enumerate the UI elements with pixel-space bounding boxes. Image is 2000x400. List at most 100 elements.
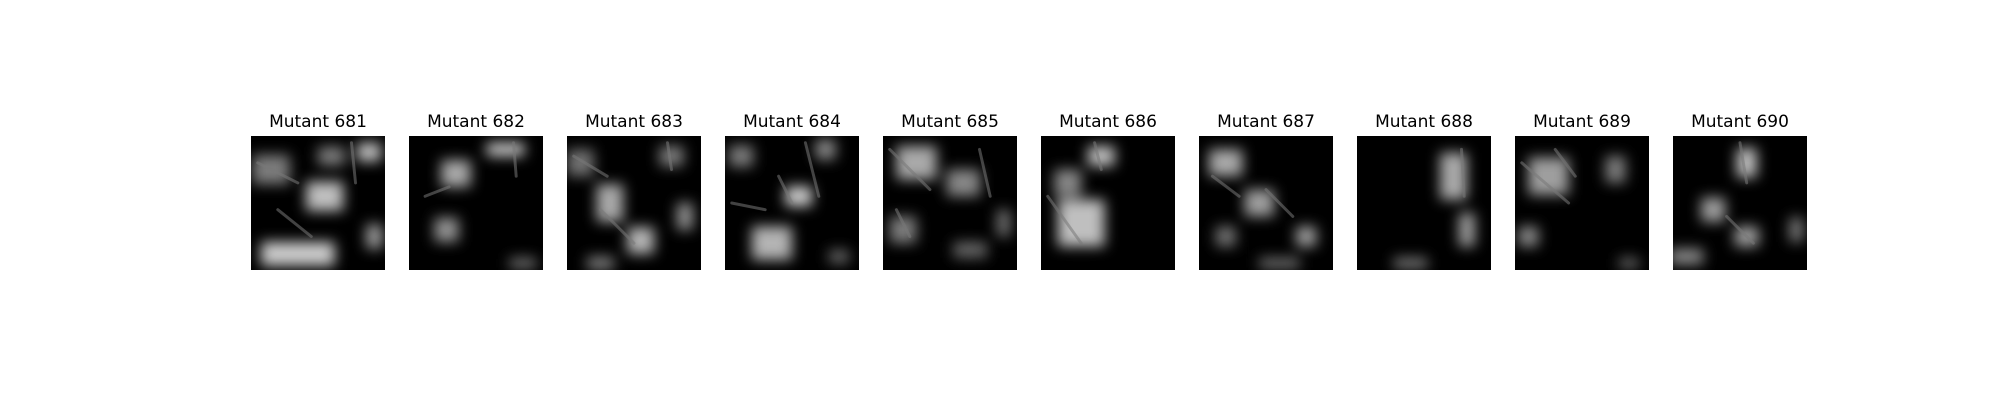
- mutant-image: [1515, 136, 1649, 270]
- texture-streak: [572, 154, 609, 178]
- texture-streak: [1553, 147, 1577, 178]
- texture-streak: [666, 141, 673, 171]
- bright-region: [1701, 197, 1726, 222]
- panel-title: Mutant 685: [901, 112, 999, 132]
- bright-region: [509, 257, 537, 269]
- bright-region: [441, 160, 471, 187]
- bright-region: [1518, 226, 1539, 247]
- mutant-image-svg: [1673, 136, 1807, 270]
- mutant-image: [409, 136, 543, 270]
- mutant-image: [1199, 136, 1333, 270]
- texture-streak: [1460, 147, 1466, 198]
- mutant-panel: Mutant 685: [883, 112, 1017, 272]
- mutant-image-svg: [1041, 136, 1175, 270]
- bright-region: [596, 184, 624, 222]
- mutant-image: [883, 136, 1017, 270]
- mutant-image: [1357, 136, 1491, 270]
- bright-region: [1618, 257, 1639, 269]
- bright-region: [1054, 169, 1082, 197]
- bright-region: [996, 209, 1011, 237]
- panel-title: Mutant 682: [427, 112, 525, 132]
- mutant-image-svg: [1515, 136, 1649, 270]
- bright-region: [729, 145, 754, 167]
- mutant-image-svg: [1357, 136, 1491, 270]
- texture-streak: [276, 208, 313, 238]
- bright-region: [1789, 217, 1803, 242]
- bright-region: [305, 181, 344, 212]
- panel-title: Mutant 690: [1691, 112, 1789, 132]
- bright-region: [1057, 199, 1105, 247]
- bright-region: [356, 142, 381, 162]
- panel-title: Mutant 686: [1059, 112, 1157, 132]
- bright-region: [946, 169, 981, 197]
- bright-region: [1259, 257, 1300, 269]
- panel-title: Mutant 688: [1375, 112, 1473, 132]
- texture-streak: [777, 174, 794, 205]
- texture-streak: [803, 141, 821, 198]
- mutant-panel: Mutant 690: [1673, 112, 1807, 272]
- panel-title: Mutant 683: [585, 112, 683, 132]
- texture-streak: [1210, 174, 1241, 198]
- bright-region: [366, 224, 383, 249]
- texture-streak: [423, 185, 451, 198]
- mutant-panel: Mutant 684: [725, 112, 859, 272]
- bright-region: [318, 146, 345, 166]
- mutant-image: [725, 136, 859, 270]
- texture-streak: [1046, 194, 1083, 245]
- bright-region: [1209, 149, 1243, 177]
- panel-title: Mutant 684: [743, 112, 841, 132]
- bright-region: [1528, 157, 1569, 195]
- mutant-panel: Mutant 683: [567, 112, 701, 272]
- bright-region: [486, 142, 525, 157]
- bright-region: [1087, 146, 1115, 167]
- bright-region: [676, 203, 693, 230]
- texture-streak: [894, 208, 912, 238]
- mutant-image: [251, 136, 385, 270]
- mutant-panel: Mutant 682: [409, 112, 543, 272]
- bright-region: [1458, 213, 1475, 247]
- mutant-image-svg: [251, 136, 385, 270]
- texture-streak: [256, 161, 300, 185]
- mutant-image-svg: [567, 136, 701, 270]
- texture-streak: [512, 141, 518, 178]
- texture-streak: [599, 208, 636, 245]
- panel-title: Mutant 689: [1533, 112, 1631, 132]
- texture-streak: [1725, 214, 1755, 245]
- bright-region: [587, 256, 614, 270]
- image-background: [409, 136, 543, 270]
- bright-region: [1393, 257, 1428, 269]
- bright-region: [261, 241, 335, 266]
- bright-region: [434, 217, 459, 242]
- mutant-panel: Mutant 687: [1199, 112, 1333, 272]
- mutant-panel: Mutant 688: [1357, 112, 1491, 272]
- mutant-image: [567, 136, 701, 270]
- bright-region: [567, 149, 594, 177]
- mutant-panel: Mutant 689: [1515, 112, 1649, 272]
- mutant-image-svg: [725, 136, 859, 270]
- mutant-image-svg: [409, 136, 543, 270]
- bright-region: [1296, 226, 1317, 247]
- texture-streak: [978, 147, 992, 198]
- texture-streak: [730, 201, 767, 212]
- texture-streak: [1093, 141, 1103, 171]
- mutant-panel: Mutant 681: [251, 112, 385, 272]
- bright-region: [1673, 248, 1704, 265]
- bright-region: [953, 241, 987, 258]
- texture-streak: [1264, 188, 1295, 218]
- mutant-image-svg: [883, 136, 1017, 270]
- texture-streak: [1520, 161, 1571, 205]
- bright-region: [1215, 226, 1236, 247]
- bright-region: [828, 249, 849, 264]
- mutant-image: [1041, 136, 1175, 270]
- bright-region: [815, 139, 836, 160]
- mutant-image: [1673, 136, 1807, 270]
- mutant-panel: Mutant 686: [1041, 112, 1175, 272]
- bright-region: [1736, 148, 1757, 178]
- panel-title: Mutant 681: [269, 112, 367, 132]
- texture-streak: [350, 141, 357, 185]
- bright-region: [659, 146, 684, 167]
- image-background: [1515, 136, 1649, 270]
- bright-region: [751, 226, 792, 260]
- panel-title: Mutant 687: [1217, 112, 1315, 132]
